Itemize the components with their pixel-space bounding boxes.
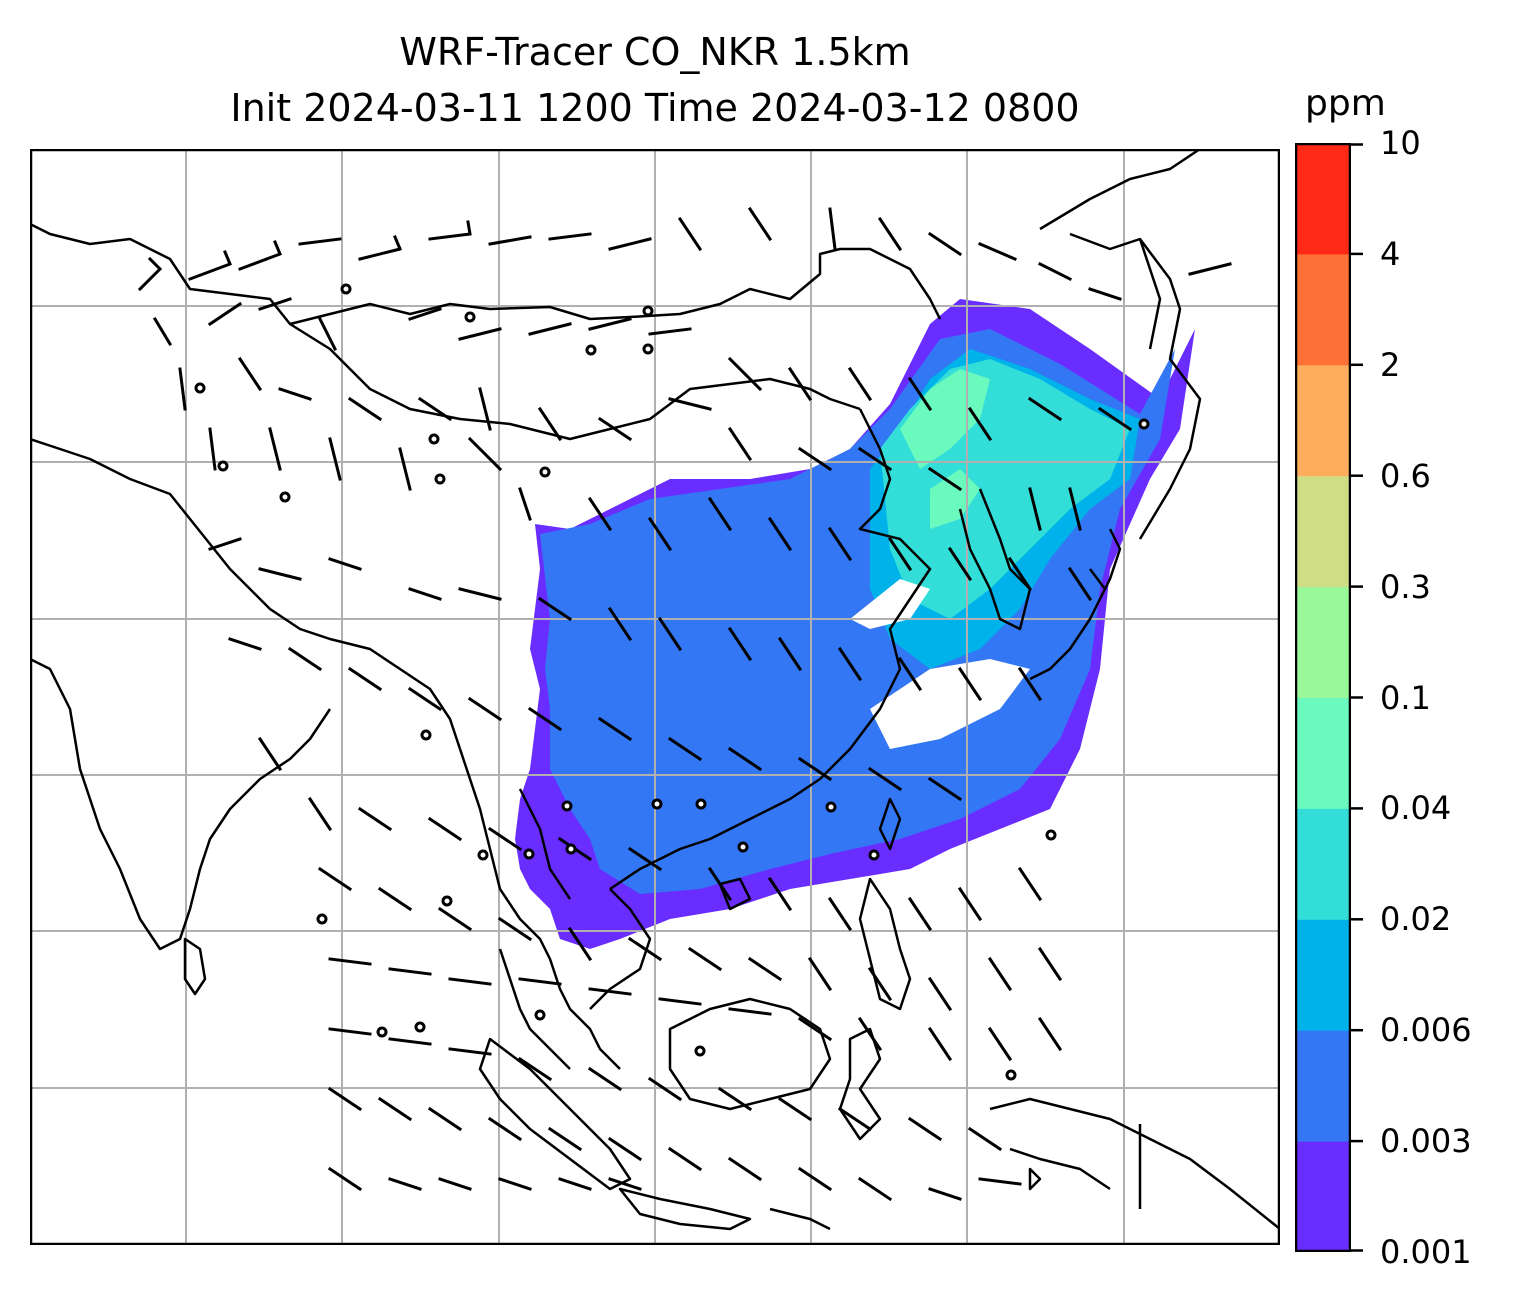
colorbar-tick-label: 4 (1380, 234, 1401, 273)
colorbar-band (1295, 808, 1351, 920)
wind-barbs (137, 206, 1232, 1202)
map-panel[interactable] (30, 149, 1280, 1245)
colorbar-unit: ppm (1305, 83, 1386, 124)
colorbar-band (1295, 586, 1351, 698)
colorbar-tick-label: 0.001 (1380, 1233, 1472, 1271)
colorbar-band (1295, 1141, 1351, 1252)
map-title-line2: Init 2024-03-11 1200 Time 2024-03-12 080… (230, 86, 1080, 130)
colorbar-tick-label: 10 (1380, 124, 1421, 162)
colorbar-tick-label: 0.003 (1380, 1122, 1472, 1161)
colorbar-tick-label: 0.3 (1380, 567, 1431, 606)
colorbar-tick-label: 0.04 (1380, 789, 1452, 828)
colorbar-band (1295, 697, 1351, 809)
colorbar-band (1295, 143, 1351, 255)
colorbar-tick-label: 0.02 (1380, 900, 1452, 939)
colorbar-band (1295, 475, 1351, 588)
colorbar-tick-label: 0.6 (1380, 456, 1431, 495)
colorbar-band (1295, 253, 1351, 366)
colorbar-band (1295, 364, 1351, 477)
coastlines (30, 149, 1280, 1231)
colorbar-tick-label: 0.1 (1380, 678, 1431, 717)
map-title-line1: WRF-Tracer CO_NKR 1.5km (399, 30, 911, 74)
colorbar (1295, 143, 1351, 1252)
plume-gap (850, 579, 930, 629)
plume-gap-2 (870, 659, 1030, 749)
colorbar-band (1295, 1030, 1351, 1142)
colorbar-tick-label: 2 (1380, 345, 1401, 384)
colorbar-tick-label: 0.006 (1380, 1011, 1472, 1050)
colorbar-band (1295, 919, 1351, 1031)
colorbar-ticks (1351, 143, 1363, 1252)
calm-wind-markers (194, 283, 1150, 1081)
